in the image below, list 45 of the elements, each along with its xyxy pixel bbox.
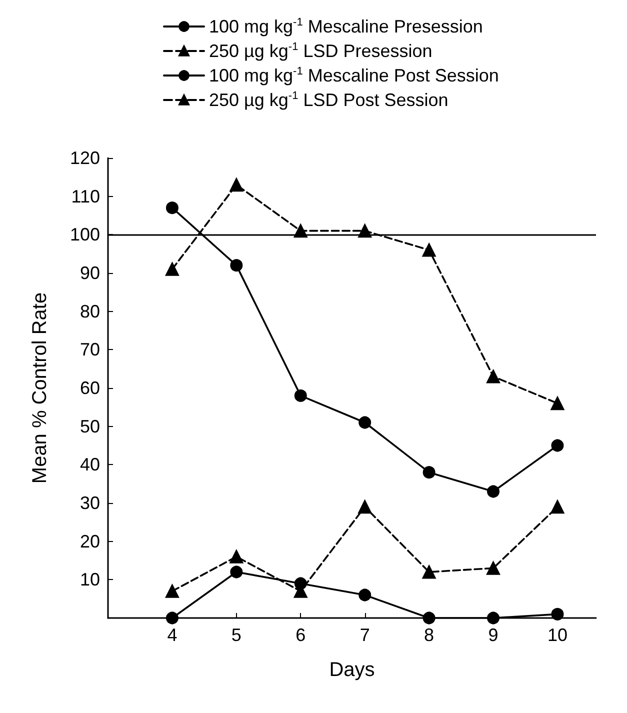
y-tick-label: 30 (80, 493, 100, 513)
x-tick-label: 5 (231, 625, 242, 645)
point (551, 439, 564, 452)
point (230, 566, 243, 578)
point (486, 370, 500, 384)
y-tick-label: 60 (80, 378, 100, 398)
x-tick-label: 6 (296, 625, 306, 645)
point (166, 612, 178, 624)
point (165, 584, 179, 598)
y-tick-label: 10 (80, 570, 100, 590)
y-tick-label: 40 (80, 454, 100, 475)
point (422, 565, 436, 579)
point (487, 485, 500, 498)
y-tick-label: 90 (80, 263, 100, 283)
x-tick-label: 9 (488, 625, 498, 645)
x-tick-label: 4 (167, 625, 178, 645)
x-tick-label: 8 (424, 625, 434, 645)
y-tick-label: 110 (71, 186, 100, 206)
point (358, 588, 372, 602)
x-axis-title: Days (329, 659, 375, 681)
y-axis-title: Mean % Control Rate (29, 292, 51, 484)
point (422, 612, 436, 624)
y-tick-label: 20 (80, 531, 100, 552)
point (422, 243, 436, 257)
y-tick-label: 120 (70, 148, 100, 168)
point (551, 608, 564, 620)
point (294, 389, 307, 402)
point (358, 416, 372, 429)
point (230, 178, 244, 192)
point (165, 262, 179, 276)
point (422, 466, 436, 479)
y-tick-label: 80 (80, 301, 100, 322)
y-tick-label: 100 (70, 224, 100, 245)
point (550, 500, 564, 514)
point (486, 561, 500, 575)
y-tick-label: 70 (80, 340, 100, 360)
point (550, 396, 564, 410)
x-tick-label: 7 (360, 625, 370, 645)
point (230, 550, 244, 564)
point (166, 202, 178, 214)
point (230, 259, 243, 272)
y-tick-label: 50 (80, 416, 100, 436)
x-tick-label: 10 (547, 625, 568, 645)
point (358, 500, 372, 514)
point (487, 612, 500, 624)
